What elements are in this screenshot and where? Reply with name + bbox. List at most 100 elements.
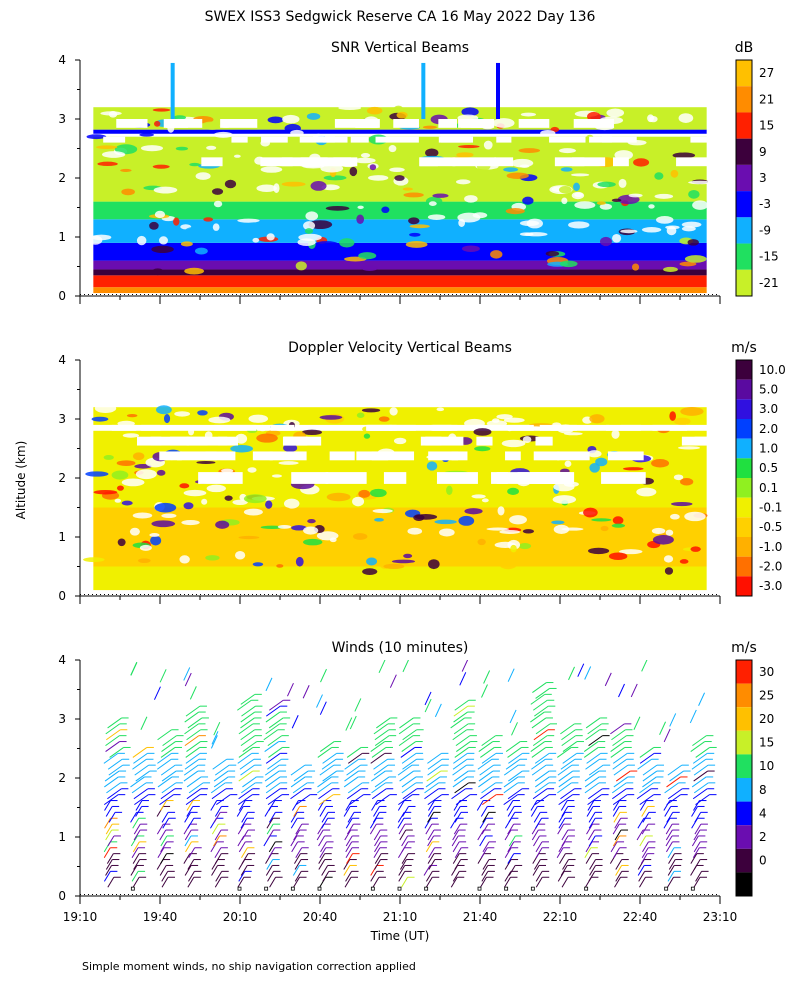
heatmap-patch	[232, 499, 248, 505]
heatmap-patch	[183, 502, 194, 510]
heatmap-patch	[518, 543, 532, 550]
wind-barb	[373, 806, 380, 817]
colorbar-swatch	[736, 778, 752, 802]
wind-barb-sparse	[424, 691, 432, 706]
wind-barb	[560, 758, 576, 770]
heatmap-patch	[464, 195, 478, 203]
heatmap-patch	[674, 417, 691, 426]
wind-barb	[159, 829, 167, 841]
heatmap-patch	[427, 214, 446, 220]
wind-barb	[663, 817, 671, 829]
heatmap-patch	[688, 180, 713, 185]
heatmap-patch	[571, 173, 590, 177]
snr-spike-0	[170, 62, 175, 119]
wind-barb	[586, 752, 601, 764]
heatmap-patch	[224, 495, 233, 501]
wind-barb-sparse	[618, 683, 625, 698]
wind-barb	[160, 747, 176, 758]
heatmap-gap	[573, 119, 614, 128]
wind-barb	[186, 741, 201, 752]
heatmap-patch	[552, 495, 577, 504]
wind-barb	[374, 835, 381, 847]
wind-barb	[479, 764, 494, 776]
wind-barb	[508, 770, 523, 782]
heatmap-patch	[611, 523, 626, 528]
wind-barb	[295, 847, 303, 859]
heatmap-patch	[156, 469, 166, 476]
wind-barb	[557, 823, 565, 835]
wind-barb-sparse	[265, 677, 273, 692]
heatmap-patch	[672, 152, 696, 159]
heatmap-patch	[139, 544, 152, 551]
heatmap-patch	[271, 474, 282, 478]
heatmap-gap	[252, 451, 273, 461]
heatmap-patch	[100, 111, 122, 116]
heatmap-patch	[303, 526, 319, 535]
heatmap-gap	[388, 424, 416, 431]
heatmap-gap	[420, 436, 464, 446]
colorbar-swatch	[736, 801, 752, 826]
wind-barb	[266, 705, 281, 717]
wind-barb	[293, 876, 300, 888]
wind-barb	[133, 823, 141, 835]
wind-barb	[666, 794, 681, 806]
wind-barb	[399, 829, 407, 841]
wind-barb	[156, 823, 164, 835]
doppler-colorbar: 10.0 5.0 3.0 2.0 1.0 0.5 0.1 -0.1 -0.5 -1.0 -2.0 -3…	[735, 359, 786, 597]
heatmap-patch	[490, 250, 503, 259]
wind-barb-sparse	[434, 703, 442, 718]
heatmap-patch	[471, 494, 486, 499]
wind-barb	[135, 770, 151, 782]
wind-barb	[505, 758, 521, 770]
wind-barb	[535, 876, 543, 888]
heatmap-patch	[620, 229, 638, 234]
wind-barb	[427, 835, 435, 847]
heatmap-patch	[247, 467, 257, 473]
wind-barb	[639, 835, 647, 847]
wind-barb-sparse	[189, 686, 197, 700]
heatmap-patch	[94, 403, 117, 414]
wind-barb	[238, 794, 253, 806]
heatmap-patch	[149, 533, 160, 537]
heatmap-patch	[524, 232, 548, 237]
heatmap-patch	[374, 518, 384, 522]
heatmap-patch	[136, 235, 147, 246]
heatmap-patch	[425, 148, 439, 158]
wind-barb-sparse	[210, 735, 218, 749]
heatmap-patch	[503, 417, 525, 423]
wind-barb	[290, 817, 298, 829]
wind-barb-sparse	[577, 663, 585, 677]
wind-barb	[667, 876, 674, 888]
heatmap-patch	[574, 201, 596, 209]
wind-barb	[374, 735, 390, 747]
wind-barb-sparse	[159, 669, 167, 683]
y-tick-label: 3	[58, 412, 66, 426]
heatmap-layer-3	[93, 407, 707, 425]
wind-barb	[425, 871, 433, 882]
wind-barb	[450, 717, 465, 729]
heatmap-gap	[300, 157, 328, 167]
calm-marker	[264, 886, 269, 891]
wind-barb	[188, 871, 195, 882]
wind-barb	[533, 729, 549, 741]
heatmap-gap	[291, 472, 329, 484]
wind-barb	[640, 853, 648, 864]
wind-barb	[319, 764, 335, 776]
x-tick-label: 20:10	[223, 910, 258, 924]
wind-barb	[692, 847, 700, 859]
wind-barb	[318, 859, 326, 870]
colorbar-label: -15	[759, 250, 779, 264]
colorbar-swatch	[736, 419, 752, 439]
wind-barb	[238, 747, 254, 758]
wind-barb	[507, 806, 515, 817]
heatmap-patch	[120, 168, 132, 172]
wind-barb	[373, 829, 381, 841]
heatmap-gap	[163, 119, 189, 128]
wind-barb	[214, 764, 230, 776]
heatmap-patch	[265, 500, 273, 509]
heatmap-patch	[179, 555, 190, 564]
wind-barb	[210, 800, 218, 811]
heatmap-patch	[206, 145, 217, 150]
wind-barb	[613, 764, 629, 776]
